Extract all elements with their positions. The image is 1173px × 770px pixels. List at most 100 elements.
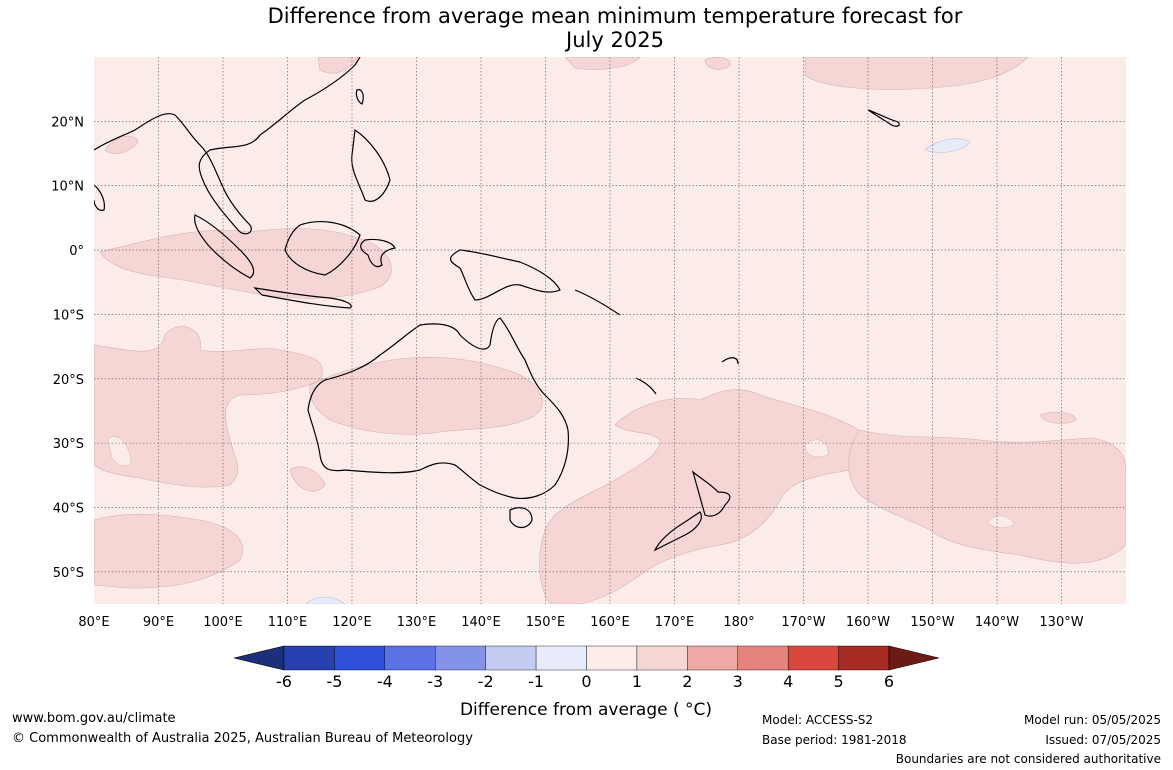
colorbar-extend-high [888,645,940,671]
cool-anomaly-north-pacific [924,138,971,153]
colorbar-tick-label: 2 [682,672,692,691]
longitude-tick-label: 110°E [268,615,308,630]
colorbar-segment [687,645,738,671]
longitude-tick-label: 170°W [781,615,825,630]
anomaly-region-southeast-pacific [848,429,1126,564]
latitude-tick-label: 40°S [53,501,84,516]
colorbar-segment [787,645,839,671]
sumatra-coastline [194,214,255,279]
colorbar-tick-label: -2 [478,672,494,691]
colorbar-segment [838,645,890,671]
map-title: Difference from average mean minimum tem… [0,4,1173,52]
philippines-coastline [351,128,391,202]
latitude-tick-label: 10°S [53,308,84,323]
new-caledonia-coastline [635,377,657,395]
longitude-tick-label: 150°W [910,615,954,630]
colorbar-tick-label: 3 [733,672,743,691]
colorbar-segment [586,645,638,671]
title-line-1: Difference from average mean minimum tem… [267,4,963,28]
longitude-tick-label: 160°W [846,615,890,630]
asia-mainland-coastline [94,57,361,235]
longitude-tick-label: 140°E [461,615,501,630]
hole-region-2 [987,515,1015,529]
longitude-tick-label: 130°E [397,615,437,630]
colorbar-segment [485,645,537,671]
new-zealand-south-island [653,511,702,552]
anomaly-region-australia [309,357,543,435]
longitude-tick-label: 140°W [975,615,1019,630]
footer-model-run: Model run: 05/05/2025 [1023,713,1161,727]
hole-region-1 [804,439,829,458]
anomaly-region-tasman-small [289,466,326,492]
sulawesi-coastline [360,238,396,268]
longitude-tick-label: 90°E [143,615,174,630]
tasmania-coastline [509,507,533,529]
longitude-tick-label: 130°W [1039,615,1083,630]
longitude-tick-label: 170°E [655,615,695,630]
latitude-labels: 20°N 10°N 0° 10°S 20°S 30°S 40°S 50°S [51,115,84,580]
colorbar-tick-label: 6 [884,672,894,691]
colorbar-extend-low [233,645,285,671]
sri-lanka-coastline [94,184,105,211]
colorbar-tick-label: 0 [581,672,591,691]
coastlines [94,57,900,552]
longitude-tick-label: 80°E [78,615,109,630]
australia-coastline [307,317,570,500]
longitude-tick-label: 160°E [590,615,630,630]
latitude-tick-label: 20°S [53,373,84,388]
anomaly-region-indian-ocean-equatorial [99,228,392,299]
hole-region-3 [107,436,132,467]
anomaly-region-north-pacific [804,57,1029,90]
footer-issued: Issued: 07/05/2025 [1045,733,1161,747]
anomaly-region-north-pacific-small [564,57,641,70]
colorbar-tick-label: 1 [632,672,642,691]
colorbar-segment [283,645,335,671]
longitude-tick-label: 100°E [203,615,243,630]
colorbar-tick-label: -6 [276,672,292,691]
colorbar-tick-label: 5 [833,672,843,691]
longitude-tick-label: 120°E [332,615,372,630]
new-guinea-coastline [450,249,561,301]
fiji-coastline [721,357,739,365]
longitude-labels: 80°E 90°E 100°E 110°E 120°E 130°E 140°E 150°E 16… [78,615,1083,630]
cool-anomaly-southern-ocean [305,596,346,604]
latitude-tick-label: 50°S [53,566,84,581]
anomaly-region-tasman-sea [539,389,870,604]
latitude-tick-label: 30°S [53,437,84,452]
colorbar-tick-label: -5 [326,672,342,691]
footer-base-period: Base period: 1981-2018 [762,733,907,747]
latitude-tick-label: 10°N [51,180,84,195]
anomaly-region-north-pacific-small-2 [704,57,731,70]
colorbar-segment [535,645,587,671]
longitude-tick-label: 150°E [526,615,566,630]
anomaly-region-central-pacific-small [1039,411,1077,424]
anomaly-regions [94,57,1126,604]
longitude-tick-label: 180° [723,615,754,630]
colorbar-tick-label: 4 [783,672,793,691]
colorbar-label: Difference from average ( °C) [460,700,712,720]
colorbar-tick-labels: -6 -5 -4 -3 -2 -1 0 1 2 3 4 5 6 [276,672,894,691]
colorbar-segment [435,645,486,671]
footer-copyright: © Commonwealth of Australia 2025, Austra… [12,731,473,746]
colorbar [233,645,940,671]
colorbar-segment [636,645,688,671]
colorbar-tick-label: -3 [427,672,443,691]
title-line-2: July 2025 [566,28,664,52]
colorbar-segment [334,645,386,671]
hawaii-coastline [867,109,900,127]
latitude-tick-label: 20°N [51,115,84,130]
solomon-islands-coastline [574,289,621,316]
new-zealand-north-island [691,470,731,517]
anomaly-region-south-indian-ocean [94,513,243,589]
colorbar-tick-label: -1 [528,672,544,691]
colorbar-tick-label: -4 [377,672,393,691]
footer-website[interactable]: www.bom.gov.au/climate [12,711,176,726]
java-coastline [253,287,352,309]
footer-model: Model: ACCESS-S2 [762,713,874,727]
taiwan-coastline [355,89,364,105]
colorbar-segment [384,645,436,671]
colorbar-segment [737,645,789,671]
footer-disclaimer: Boundaries are not considered authoritat… [895,752,1161,766]
anomaly-region-south-china-sea [104,135,139,154]
